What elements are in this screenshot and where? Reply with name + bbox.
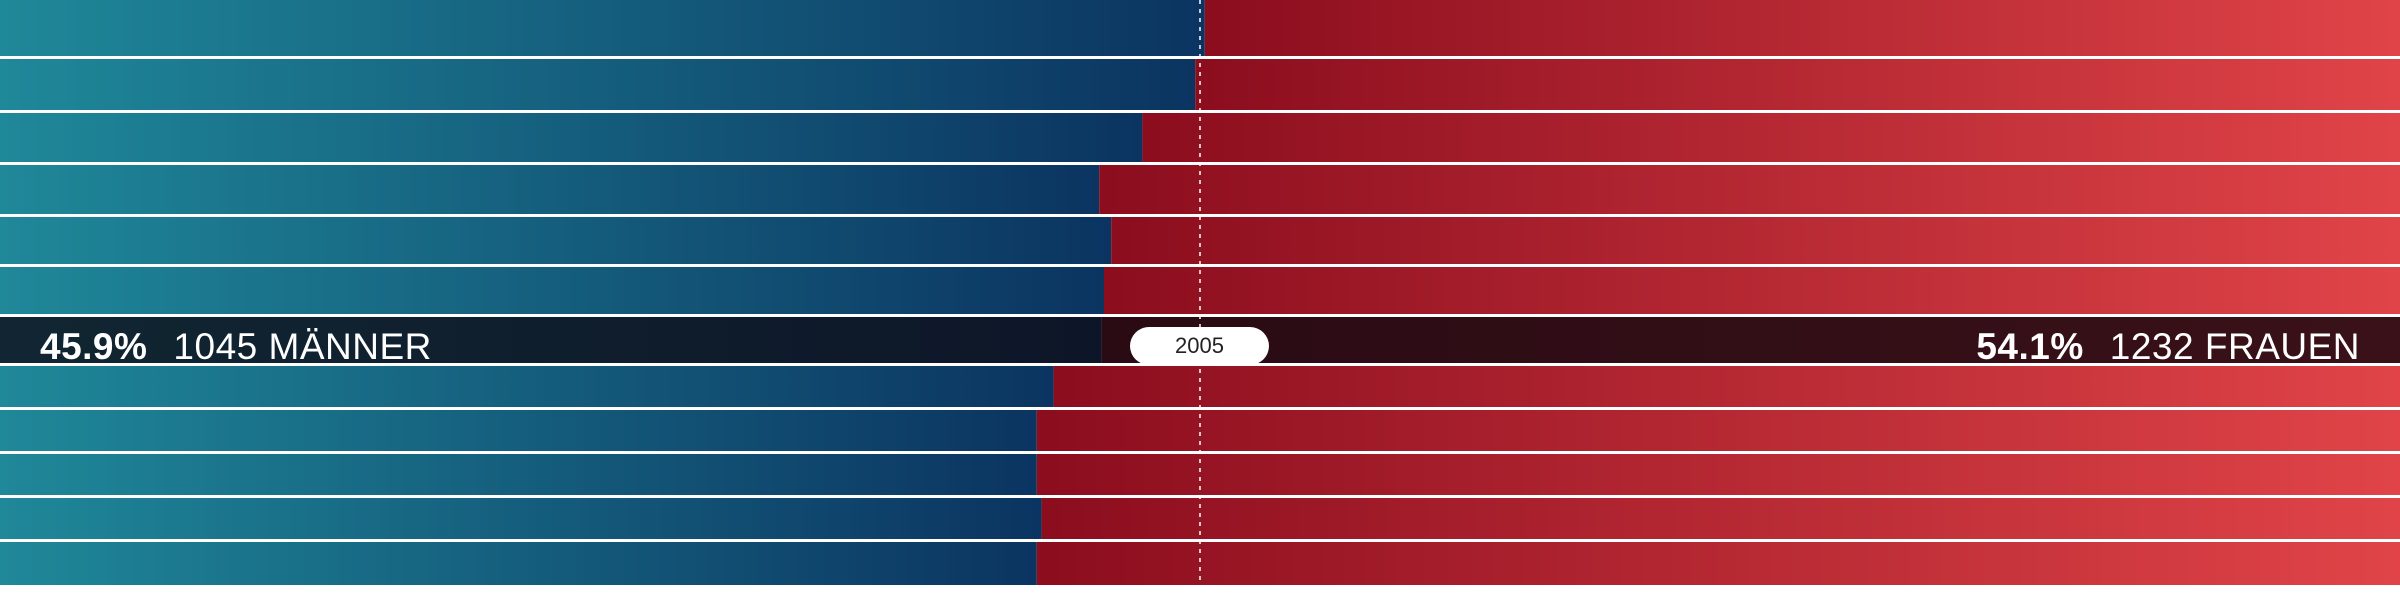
bar-men-9[interactable]: [0, 454, 1037, 495]
bar-women-3[interactable]: [1099, 165, 2400, 214]
bar-women-7[interactable]: [1053, 366, 2400, 407]
women-count-label: 1232 FRAUEN: [2109, 326, 2360, 367]
bar-women-1[interactable]: [1195, 59, 2400, 110]
bar-men-10[interactable]: [0, 498, 1042, 539]
bar-women-0[interactable]: [1204, 0, 2400, 56]
bar-men-3[interactable]: [0, 165, 1100, 214]
bar-women-5[interactable]: [1104, 267, 2400, 314]
men-percent: 45.9%: [40, 326, 148, 367]
highlight-right-label: 54.1% 1232 FRAUEN: [1976, 323, 2360, 371]
bar-men-6: [0, 317, 1102, 363]
bar-women-10[interactable]: [1041, 498, 2400, 539]
bar-women-4[interactable]: [1111, 217, 2400, 264]
bar-men-1[interactable]: [0, 59, 1196, 110]
bar-men-7[interactable]: [0, 366, 1054, 407]
highlight-left-label: 45.9% 1045 MÄNNER: [40, 323, 432, 371]
bar-women-2[interactable]: [1142, 113, 2400, 162]
bar-men-2[interactable]: [0, 113, 1143, 162]
bar-men-4[interactable]: [0, 217, 1112, 264]
bar-women-9[interactable]: [1036, 454, 2400, 495]
bar-men-0[interactable]: [0, 0, 1205, 56]
men-count-label: 1045 MÄNNER: [173, 326, 432, 367]
women-percent: 54.1%: [1976, 326, 2084, 367]
bar-women-11[interactable]: [1036, 542, 2400, 585]
bar-men-11[interactable]: [0, 542, 1037, 585]
bar-women-8[interactable]: [1036, 410, 2400, 451]
bar-men-8[interactable]: [0, 410, 1037, 451]
bar-men-5[interactable]: [0, 267, 1104, 314]
year-badge[interactable]: 2005: [1130, 327, 1269, 365]
bar-women-6: [1101, 317, 2400, 363]
